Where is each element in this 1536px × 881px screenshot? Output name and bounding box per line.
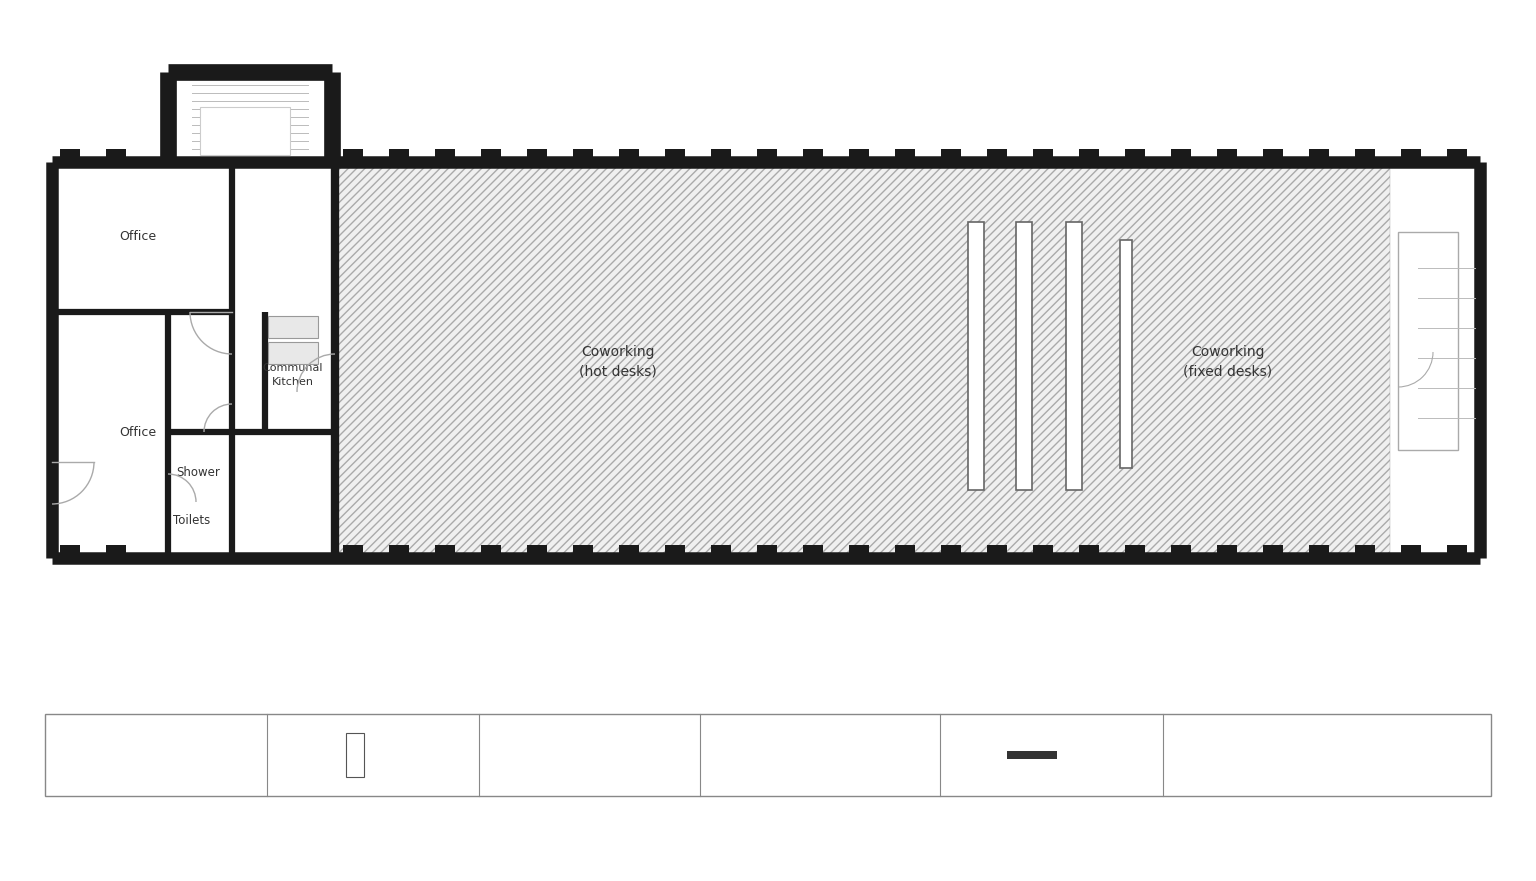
Text: Office: Office [120, 231, 157, 243]
Bar [1401, 545, 1421, 558]
Bar [849, 545, 869, 558]
Bar [1034, 545, 1054, 558]
Text: Shower: Shower [177, 467, 220, 479]
Bar [968, 222, 985, 490]
Text: First Floor: First Floor [115, 749, 197, 761]
Bar [106, 149, 126, 162]
Bar [665, 149, 685, 162]
Bar [527, 545, 547, 558]
Bar [573, 545, 593, 558]
Bar [803, 545, 823, 558]
Bar [757, 149, 777, 162]
Bar [1034, 149, 1054, 162]
Bar [1447, 545, 1467, 558]
Bar [1124, 149, 1144, 162]
Bar [346, 733, 364, 777]
Bar [573, 149, 593, 162]
Bar [895, 149, 915, 162]
Text: Scale 1:200 at A4: Scale 1:200 at A4 [756, 749, 883, 761]
Bar [665, 545, 685, 558]
Bar [1078, 149, 1098, 162]
Text: Toilets: Toilets [174, 514, 210, 527]
Text: Office: Office [120, 426, 157, 439]
Text: Coworking
(fixed desks): Coworking (fixed desks) [1183, 345, 1272, 379]
Bar [1263, 149, 1283, 162]
Text: Coworking
(hot desks): Coworking (hot desks) [579, 345, 657, 379]
Bar [267, 316, 318, 338]
Bar [1309, 149, 1329, 162]
Bar [1355, 149, 1375, 162]
Bar [711, 545, 731, 558]
Bar [895, 545, 915, 558]
Bar [803, 149, 823, 162]
Bar [1170, 149, 1190, 162]
Bar [527, 149, 547, 162]
Bar [200, 107, 290, 155]
Bar [1447, 149, 1467, 162]
Text: ← North: ← North [1349, 749, 1401, 761]
Text: 2m: 2m [1064, 749, 1080, 761]
Bar [1217, 545, 1236, 558]
Bar [988, 149, 1008, 162]
Bar [481, 149, 501, 162]
Bar [106, 545, 126, 558]
Bar [1008, 751, 1057, 759]
Bar [60, 149, 80, 162]
Bar [1309, 545, 1329, 558]
Bar [988, 545, 1008, 558]
Bar [343, 545, 362, 558]
Bar [1066, 222, 1081, 490]
Bar [1355, 545, 1375, 558]
Bar [942, 545, 962, 558]
Bar [435, 545, 455, 558]
Bar [435, 149, 455, 162]
Bar [711, 149, 731, 162]
Bar [343, 149, 362, 162]
Bar [389, 545, 409, 558]
Bar [619, 545, 639, 558]
Text: 0: 0 [982, 749, 989, 761]
Bar [1120, 240, 1132, 468]
Bar [1015, 222, 1032, 490]
Bar [619, 149, 639, 162]
Bar [1078, 545, 1098, 558]
Bar [45, 714, 1491, 796]
Bar [1170, 545, 1190, 558]
Text: Fixed desk (x 1): Fixed desk (x 1) [373, 749, 493, 761]
Bar [481, 545, 501, 558]
Bar [849, 149, 869, 162]
Bar [335, 162, 1390, 555]
Bar [1124, 545, 1144, 558]
Bar [267, 342, 318, 364]
Bar [389, 149, 409, 162]
Bar [942, 149, 962, 162]
Bar [1398, 232, 1458, 450]
Bar [1217, 149, 1236, 162]
Bar [60, 545, 80, 558]
Bar [757, 545, 777, 558]
Bar [1263, 545, 1283, 558]
Bar [1401, 149, 1421, 162]
Text: Communal
Kitchen: Communal Kitchen [263, 363, 323, 387]
